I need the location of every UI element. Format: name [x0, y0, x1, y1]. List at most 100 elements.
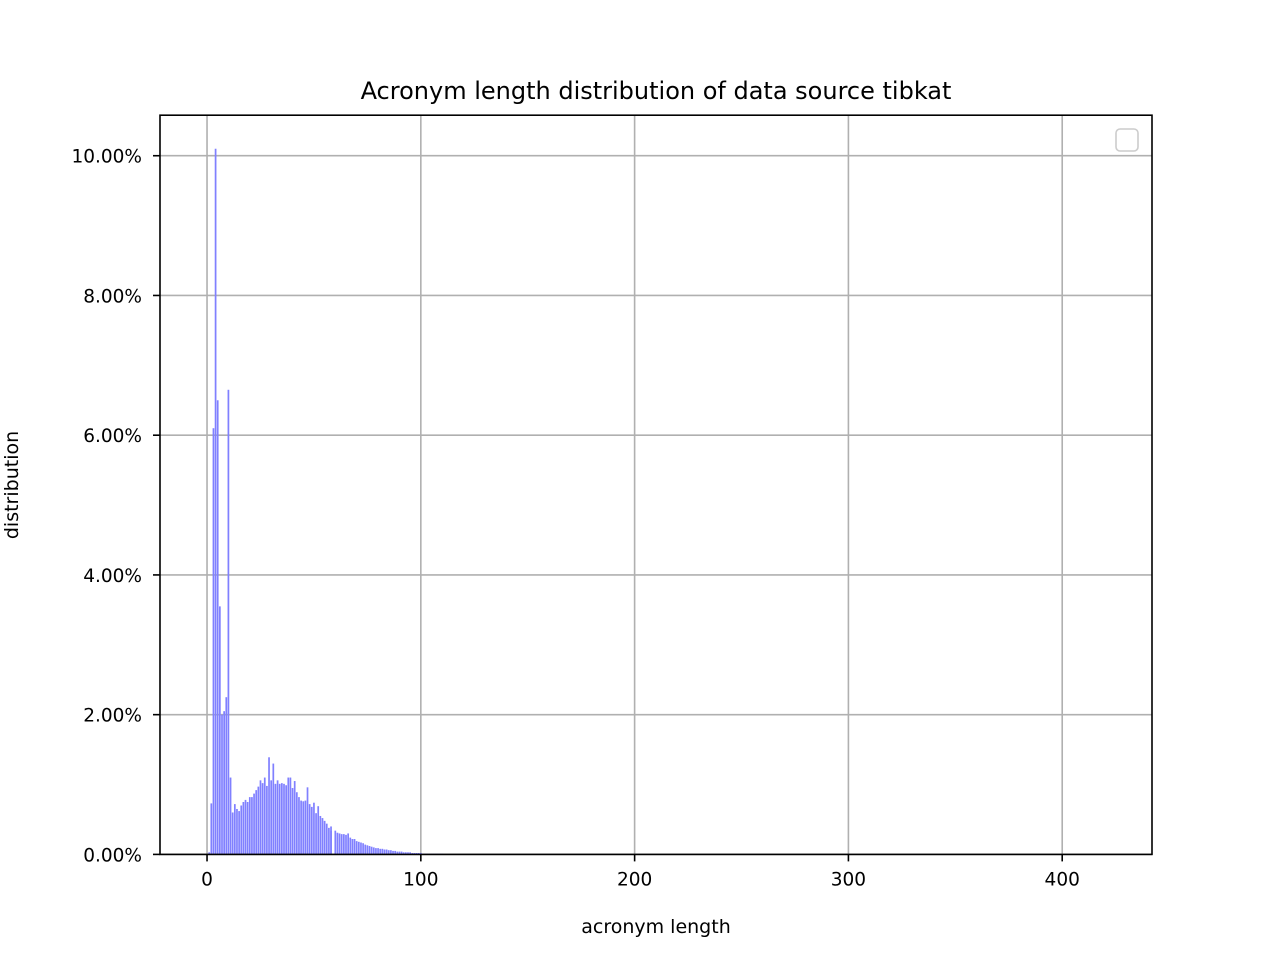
bar: [214, 148, 217, 855]
bar: [238, 811, 240, 855]
bar: [276, 780, 279, 855]
bar: [381, 848, 384, 855]
bar: [257, 786, 260, 855]
bar: [315, 813, 317, 855]
bar: [270, 780, 273, 855]
bar: [321, 818, 324, 855]
bar: [351, 839, 354, 855]
bar: [398, 851, 401, 855]
bar: [347, 833, 349, 855]
plot-frame: [159, 114, 1153, 856]
bar: [345, 834, 347, 855]
bar-series: [208, 148, 486, 855]
bar: [402, 852, 405, 855]
bar: [355, 841, 358, 855]
bar: [219, 606, 221, 855]
y-axis: 0.00% 2.00% 4.00% 6.00% 8.00% 10.00%: [71, 147, 160, 866]
bar: [223, 711, 225, 855]
bar: [330, 826, 332, 855]
bar: [364, 844, 367, 855]
bar: [246, 801, 249, 855]
bar: [291, 788, 294, 855]
y-tick-label: 10.00%: [71, 147, 142, 168]
bar: [231, 812, 234, 855]
bar: [221, 714, 223, 855]
bar: [263, 777, 266, 855]
bar: [225, 697, 228, 855]
bar: [304, 800, 307, 855]
bar: [383, 849, 386, 855]
bar: [394, 850, 397, 855]
bar: [298, 797, 300, 855]
bar: [343, 834, 345, 855]
y-tick-label: 4.00%: [83, 566, 142, 587]
bar: [407, 852, 409, 855]
bar: [336, 832, 339, 855]
bar: [300, 800, 302, 855]
bar: [208, 852, 211, 855]
bar: [236, 808, 238, 855]
y-tick-label: 8.00%: [83, 286, 142, 307]
bar: [216, 400, 219, 855]
bar: [233, 804, 236, 855]
bar: [340, 834, 343, 855]
bar: [244, 799, 247, 855]
bar: [293, 781, 296, 855]
bar: [375, 848, 377, 855]
bar: [334, 830, 337, 855]
bar: [283, 783, 285, 855]
bar: [368, 846, 371, 855]
bar: [308, 804, 311, 855]
x-tick-label: 0: [201, 869, 213, 890]
bar: [261, 783, 264, 855]
bar: [385, 849, 388, 855]
bar: [210, 803, 213, 855]
y-tick-label: 2.00%: [83, 706, 142, 727]
bar: [259, 780, 262, 855]
bar: [362, 843, 364, 855]
bar: [338, 833, 341, 855]
bar: [372, 847, 375, 855]
bar: [266, 785, 268, 855]
bar: [400, 851, 403, 855]
bar: [242, 801, 245, 855]
x-axis: 0 100 200 300 400: [201, 854, 1080, 890]
bar: [289, 777, 292, 855]
bar: [287, 777, 290, 855]
bar: [370, 846, 373, 855]
bar: [251, 797, 253, 855]
bar: [285, 785, 287, 855]
bar: [313, 802, 315, 855]
bar: [392, 850, 394, 855]
bar: [281, 783, 283, 855]
bar: [379, 848, 382, 855]
bar: [229, 777, 232, 855]
bar: [366, 845, 369, 855]
legend-box: [1115, 128, 1139, 152]
bar: [278, 783, 281, 855]
bar: [396, 851, 399, 855]
bar: [227, 389, 230, 855]
bar: [409, 852, 411, 855]
bar: [377, 848, 379, 855]
bar: [295, 792, 298, 855]
y-tick-label: 0.00%: [83, 845, 142, 866]
y-tick-label: 6.00%: [83, 426, 142, 447]
bar: [328, 827, 330, 855]
x-tick-label: 300: [831, 869, 866, 890]
bar: [323, 820, 326, 855]
bar: [353, 839, 356, 855]
bar: [253, 793, 255, 855]
bar: [272, 763, 275, 855]
bar: [387, 850, 390, 855]
x-tick-label: 100: [403, 869, 438, 890]
y-axis-label: distribution: [1, 431, 23, 539]
bar: [302, 801, 305, 855]
bar: [268, 757, 270, 855]
bar: [310, 806, 313, 855]
bar: [357, 841, 360, 855]
bar: [306, 787, 309, 855]
bar: [325, 823, 328, 855]
